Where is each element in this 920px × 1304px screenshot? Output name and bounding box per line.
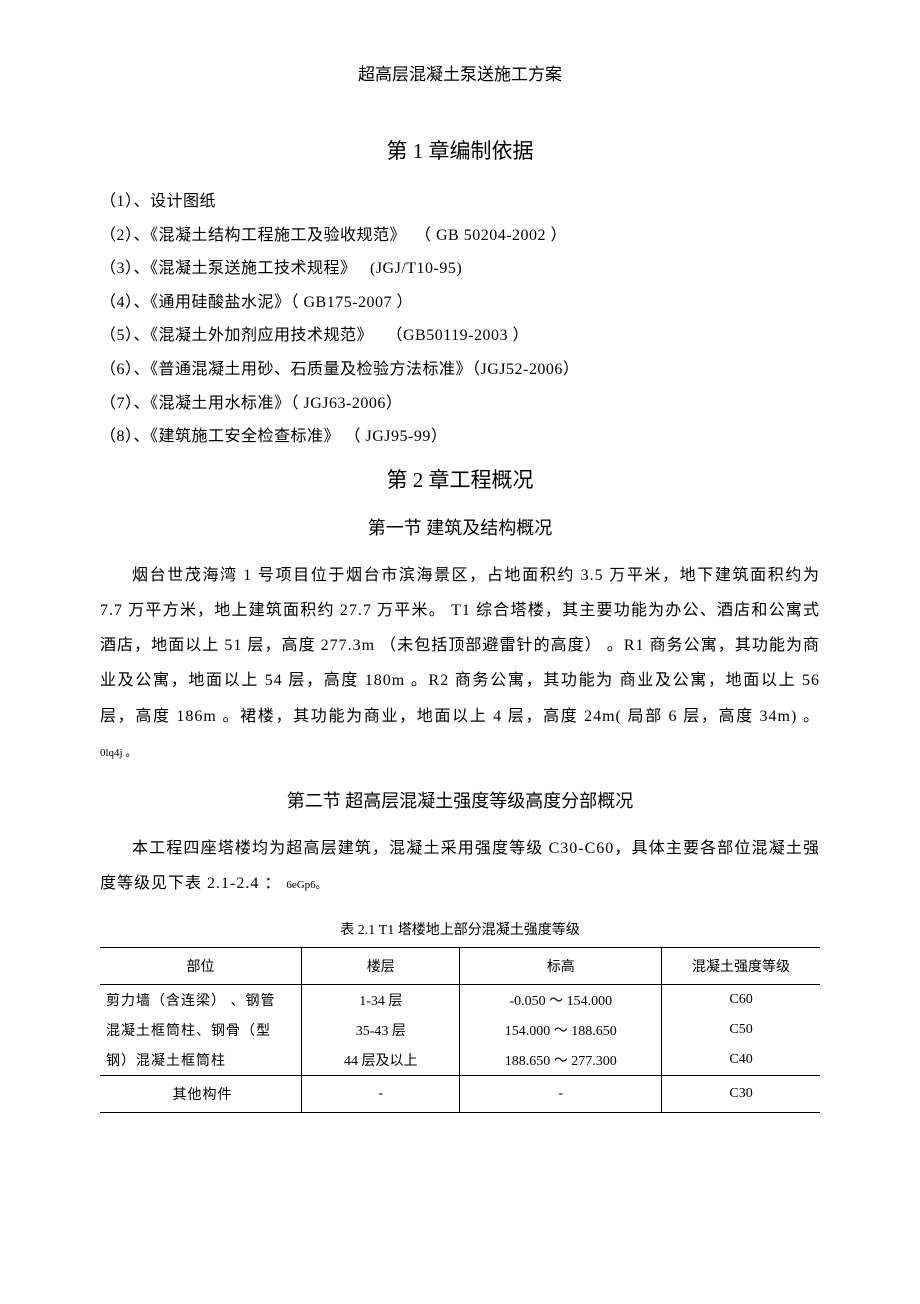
table-header: 楼层 xyxy=(302,948,460,985)
section-2-paragraph: 本工程四座塔楼均为超高层建筑，混凝土采用强度等级 C30-C60，具体主要各部位… xyxy=(100,831,820,901)
section-1-paragraph: 烟台世茂海湾 1 号项目位于烟台市滨海景区，占地面积约 3.5 万平米，地下建筑… xyxy=(100,558,820,769)
para-text: 本工程四座塔楼均为超高层建筑，混凝土采用强度等级 C30-C60，具体主要各部位… xyxy=(100,840,820,892)
list-item: （3）、《混凝土泵送施工技术规程》 (JGJ/T10-95) xyxy=(100,252,820,286)
para-code: 0lq4j 。 xyxy=(100,747,136,759)
table-row: 混凝土框筒柱、钢骨（型 35-43 层 154.000 ～ 188.650 C5… xyxy=(100,1015,820,1045)
table-header: 部位 xyxy=(100,948,302,985)
table-cell: - xyxy=(302,1076,460,1113)
table-cell: C50 xyxy=(662,1015,820,1045)
chapter-1-title: 第 1 章编制依据 xyxy=(100,135,820,165)
list-item: （2）、《混凝土结构工程施工及验收规范》 （ GB 50204-2002 ） xyxy=(100,219,820,253)
table-cell: 1-34 层 xyxy=(302,985,460,1016)
table-cell: 其他构件 xyxy=(100,1076,302,1113)
table-cell: 44 层及以上 xyxy=(302,1045,460,1076)
basis-list: （1）、设计图纸 （2）、《混凝土结构工程施工及验收规范》 （ GB 50204… xyxy=(100,185,820,454)
table-row: 钢）混凝土框筒柱 44 层及以上 188.650 ～ 277.300 C40 xyxy=(100,1045,820,1076)
table-header: 混凝土强度等级 xyxy=(662,948,820,985)
para-code: 6eGp6。 xyxy=(286,879,326,891)
table-row: 其他构件 - - C30 xyxy=(100,1076,820,1113)
table-cell: 剪力墙（含连梁） 、钢管 xyxy=(100,985,302,1016)
table-cell: 钢）混凝土框筒柱 xyxy=(100,1045,302,1076)
list-item: （1）、设计图纸 xyxy=(100,185,820,219)
list-item: （4）、《通用硅酸盐水泥》（ GB175-2007 ） xyxy=(100,286,820,320)
section-1-title: 第一节 建筑及结构概况 xyxy=(100,514,820,540)
chapter-2-title: 第 2 章工程概况 xyxy=(100,464,820,494)
table-row: 剪力墙（含连梁） 、钢管 1-34 层 -0.050 ～ 154.000 C60 xyxy=(100,985,820,1016)
table-cell: C60 xyxy=(662,985,820,1016)
table-cell: -0.050 ～ 154.000 xyxy=(460,985,662,1016)
document-title: 超高层混凝土泵送施工方案 xyxy=(100,60,820,85)
list-item: （7）、《混凝土用水标准》（ JGJ63-2006） xyxy=(100,387,820,421)
table-cell: C30 xyxy=(662,1076,820,1113)
table-header-row: 部位 楼层 标高 混凝土强度等级 xyxy=(100,948,820,985)
table-cell: 188.650 ～ 277.300 xyxy=(460,1045,662,1076)
table-cell: 35-43 层 xyxy=(302,1015,460,1045)
list-item: （8）、《建筑施工安全检查标准》 （ JGJ95-99） xyxy=(100,420,820,454)
table-cell: 154.000 ～ 188.650 xyxy=(460,1015,662,1045)
table-header: 标高 xyxy=(460,948,662,985)
table-cell: - xyxy=(460,1076,662,1113)
list-item: （5）、《混凝土外加剂应用技术规范》 （GB50119-2003 ） xyxy=(100,319,820,353)
section-2-title: 第二节 超高层混凝土强度等级高度分部概况 xyxy=(100,787,820,813)
table-caption: 表 2.1 T1 塔楼地上部分混凝土强度等级 xyxy=(100,919,820,939)
concrete-grade-table: 部位 楼层 标高 混凝土强度等级 剪力墙（含连梁） 、钢管 1-34 层 -0.… xyxy=(100,947,820,1113)
list-item: （6）、《普通混凝土用砂、石质量及检验方法标准》（JGJ52-2006） xyxy=(100,353,820,387)
para-text: 烟台世茂海湾 1 号项目位于烟台市滨海景区，占地面积约 3.5 万平米，地下建筑… xyxy=(100,567,820,725)
table-cell: 混凝土框筒柱、钢骨（型 xyxy=(100,1015,302,1045)
table-cell: C40 xyxy=(662,1045,820,1076)
